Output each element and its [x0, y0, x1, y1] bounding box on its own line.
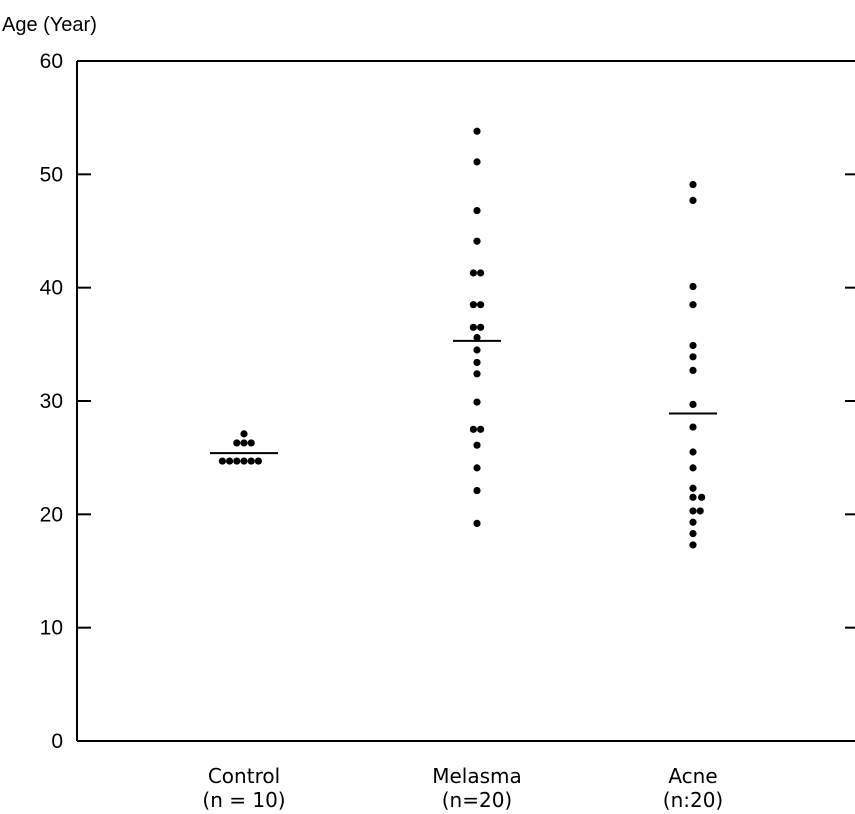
data-point — [473, 127, 481, 135]
data-point — [689, 301, 697, 309]
data-point — [247, 439, 255, 447]
data-point — [473, 207, 481, 215]
axes — [76, 60, 855, 742]
category-label: Melasma — [432, 764, 522, 788]
data-point — [696, 507, 704, 515]
data-point — [473, 464, 481, 472]
data-point — [689, 423, 697, 431]
data-point — [689, 493, 697, 501]
data-point — [689, 484, 697, 492]
y-tick-label: 10 — [40, 617, 63, 640]
data-point — [226, 457, 234, 465]
right-ticks — [845, 173, 855, 629]
y-tick-label: 40 — [40, 277, 63, 300]
data-point — [473, 486, 481, 495]
data-point — [247, 457, 255, 465]
data-point — [469, 323, 477, 331]
group-acne — [669, 180, 717, 549]
data-point — [233, 439, 241, 447]
data-point — [689, 282, 697, 291]
data-point — [254, 457, 262, 465]
y-ticks: 0 10 20 30 40 50 60 — [40, 50, 91, 753]
data-point — [473, 237, 481, 245]
data-point — [240, 430, 248, 438]
data-point — [689, 518, 697, 526]
data-point — [240, 457, 248, 465]
category-label: Acne — [668, 764, 717, 788]
data-point — [689, 366, 697, 374]
data-point — [473, 333, 481, 342]
data-point — [689, 180, 697, 189]
data-point — [689, 448, 697, 456]
data-point — [473, 358, 481, 367]
data-point — [240, 439, 248, 447]
data-point — [473, 346, 481, 354]
category-n-label: (n = 10) — [202, 788, 285, 812]
groups — [210, 127, 717, 549]
data-point — [477, 269, 485, 277]
data-point — [689, 341, 697, 350]
category-label: Control — [208, 764, 280, 788]
data-point — [469, 301, 477, 309]
data-point — [689, 464, 697, 472]
data-point — [469, 269, 477, 277]
y-tick-label: 20 — [40, 503, 63, 526]
data-point — [469, 425, 477, 433]
data-point — [473, 441, 481, 449]
category-labels: Control(n = 10) Melasma(n=20) Acne(n:20) — [202, 764, 723, 812]
data-point — [689, 196, 697, 204]
data-point — [473, 398, 481, 406]
y-tick-label: 30 — [40, 390, 63, 413]
data-point — [689, 530, 697, 538]
data-point — [218, 457, 226, 465]
data-point — [477, 301, 485, 309]
y-tick-label: 0 — [51, 730, 63, 753]
y-tick-label: 50 — [40, 163, 63, 186]
group-control — [210, 430, 278, 465]
data-point — [477, 425, 485, 433]
data-point — [689, 541, 697, 549]
data-point — [473, 158, 481, 166]
y-tick-label: 60 — [40, 50, 63, 73]
data-point — [689, 507, 697, 515]
y-axis-title: Age (Year) — [2, 14, 97, 36]
data-point — [477, 323, 485, 331]
data-point — [473, 519, 481, 528]
data-point — [689, 400, 697, 408]
data-point — [698, 493, 706, 501]
category-n-label: (n=20) — [442, 788, 513, 812]
data-point — [689, 353, 697, 361]
group-melasma — [453, 127, 501, 528]
category-n-label: (n:20) — [663, 788, 723, 812]
data-point — [473, 370, 481, 378]
data-point — [233, 457, 241, 465]
